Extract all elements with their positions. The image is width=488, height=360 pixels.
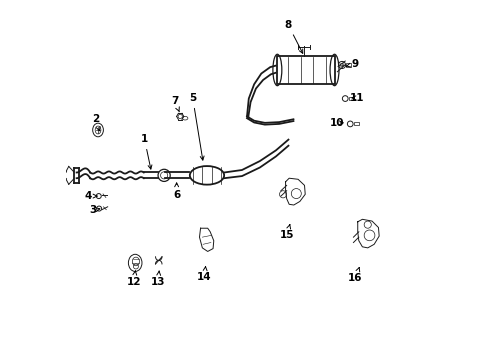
Text: 1: 1: [141, 134, 152, 169]
Text: 13: 13: [150, 271, 165, 287]
Text: 5: 5: [189, 93, 203, 160]
Text: 15: 15: [279, 225, 293, 240]
Text: 16: 16: [347, 267, 362, 283]
Text: 4: 4: [84, 191, 98, 201]
Text: 14: 14: [197, 266, 211, 282]
Text: 11: 11: [349, 93, 364, 103]
Bar: [353, 122, 358, 125]
Text: 7: 7: [171, 96, 179, 112]
Bar: [348, 97, 353, 100]
Text: 10: 10: [329, 118, 344, 128]
Bar: [277, 56, 334, 84]
Text: 8: 8: [284, 19, 302, 53]
Bar: [346, 63, 350, 67]
Text: 2: 2: [92, 114, 100, 131]
Text: 3: 3: [89, 205, 100, 215]
Text: 9: 9: [346, 59, 358, 69]
Text: 12: 12: [126, 271, 141, 287]
Text: 6: 6: [173, 183, 180, 200]
